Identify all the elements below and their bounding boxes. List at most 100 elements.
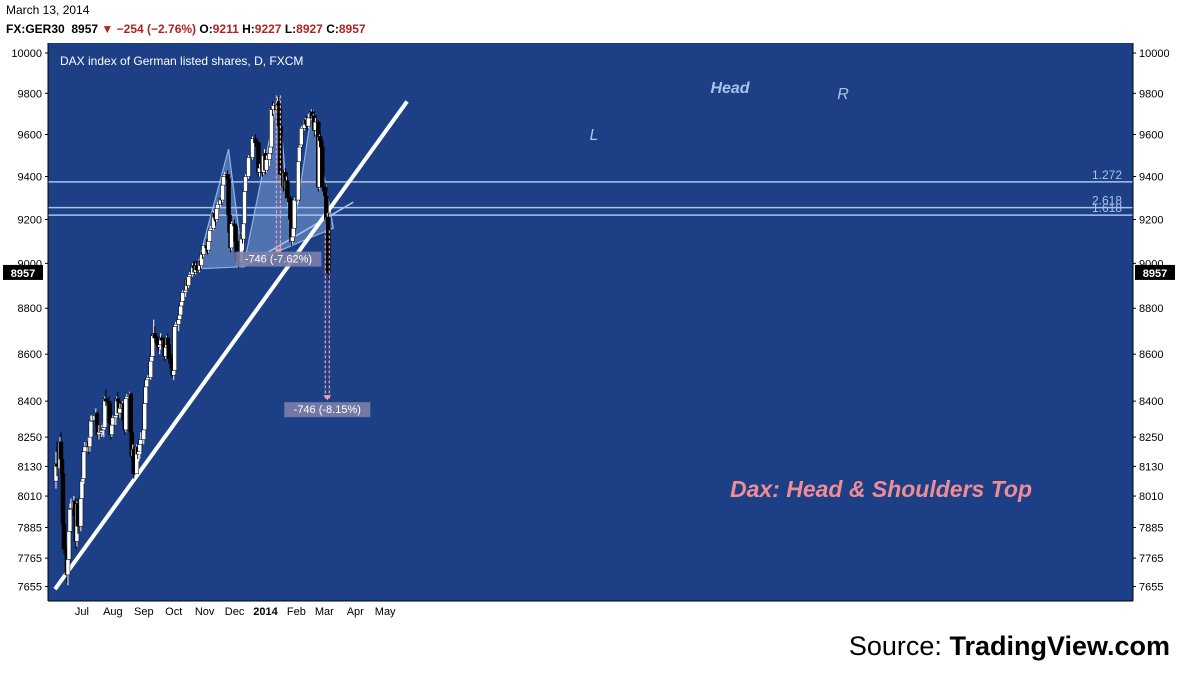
bearish-candle [253, 138, 258, 144]
bullish-candle [82, 446, 88, 452]
bearish-candle [226, 178, 231, 216]
fib-label: 2.618 [1092, 194, 1122, 208]
last-price: 8957 [71, 22, 99, 36]
close-value: 8957 [338, 22, 366, 36]
source-name: TradingView.com [949, 631, 1170, 661]
x-tick-label: 2014 [253, 606, 278, 618]
bullish-candle [250, 138, 255, 158]
bullish-candle [180, 292, 185, 302]
y-tick-label-right: 10000 [1139, 48, 1170, 60]
y-tick-label-right: 9200 [1139, 214, 1163, 226]
bullish-candle [78, 498, 84, 527]
y-tick-label-right: 8600 [1139, 349, 1163, 361]
bullish-candle [142, 403, 148, 431]
bearish-candle [326, 216, 331, 274]
price-tag-left-text: 8957 [11, 268, 35, 280]
bullish-candle [299, 127, 304, 146]
bullish-candle [264, 159, 269, 171]
plot-area[interactable] [48, 43, 1133, 601]
bullish-candle [220, 184, 225, 201]
bullish-candle [296, 161, 301, 201]
bullish-candle [297, 146, 302, 162]
bearish-candle [103, 398, 109, 402]
fib-label: 1.272 [1092, 168, 1122, 182]
bearish-candle [152, 333, 157, 339]
open-label: O: [199, 22, 213, 36]
bullish-candle [241, 223, 246, 240]
bullish-candle [172, 326, 177, 371]
high-label: H: [242, 22, 255, 36]
x-tick-label: Nov [195, 606, 215, 618]
bullish-candle [292, 199, 297, 229]
bearish-candle [233, 225, 238, 242]
bullish-candle [246, 157, 251, 177]
down-arrow-icon: ▼ [101, 22, 114, 36]
x-tick-label: Apr [347, 606, 364, 618]
low-label: L: [284, 22, 297, 36]
low-value: 8927 [296, 22, 323, 36]
bearish-candle [288, 197, 293, 220]
y-tick-label-right: 9400 [1139, 172, 1163, 184]
price-tag-left [3, 264, 43, 280]
y-tick-label-right: 8010 [1139, 491, 1163, 503]
bullish-candle [124, 396, 130, 400]
x-tick-label: May [375, 606, 396, 618]
y-tick-label-right: 7885 [1139, 522, 1163, 534]
bullish-candle [215, 204, 220, 209]
y-tick-label-left: 9800 [18, 88, 42, 100]
fib-label: 1.618 [1092, 201, 1122, 215]
bullish-candle [138, 439, 144, 445]
bullish-candle [243, 176, 248, 192]
x-tick-label: Jul [75, 606, 89, 618]
measure-arrow-icon [323, 395, 332, 401]
x-tick-label: Sep [134, 606, 154, 618]
y-tick-label-right: 8130 [1139, 461, 1163, 473]
y-tick-label-left: 9200 [18, 214, 42, 226]
bullish-candle [96, 432, 102, 435]
price-tag-right-text: 8957 [1143, 268, 1167, 280]
bullish-candle [242, 191, 247, 225]
close-label: C: [326, 22, 339, 36]
bullish-candle [110, 417, 116, 426]
symbol[interactable]: FX:GER30 [6, 22, 65, 36]
bearish-candle [285, 180, 290, 199]
uptrend-line [53, 100, 409, 591]
y-tick-label-left: 8130 [18, 461, 42, 473]
y-tick-label-left: 9600 [18, 129, 42, 141]
y-tick-label-left: 10000 [11, 48, 42, 60]
y-tick-label-left: 8250 [18, 432, 42, 444]
y-tick-label-left: 7655 [18, 582, 42, 594]
x-tick-label: Mar [315, 606, 334, 618]
y-tick-label-right: 9600 [1139, 129, 1163, 141]
bullish-candle [306, 117, 311, 127]
y-tick-label-left: 9400 [18, 172, 42, 184]
bearish-candle [128, 393, 134, 433]
price-tag-right [1135, 264, 1175, 280]
high-value: 9227 [254, 22, 282, 36]
bullish-candle [187, 274, 192, 277]
bearish-candle [166, 344, 171, 360]
y-tick-label-right: 9800 [1139, 88, 1163, 100]
y-tick-label-left: 7765 [18, 553, 42, 565]
y-tick-label-left: 8010 [18, 491, 42, 503]
bullish-candle [145, 377, 150, 381]
source-prefix: Source: [848, 631, 950, 661]
measure-label-box [235, 251, 322, 267]
bullish-candle [173, 323, 178, 327]
open-value: 9211 [212, 22, 239, 36]
measure-label: -746 (-8.15%) [294, 404, 361, 416]
left-shoulder-label: L [590, 127, 599, 144]
measure-arrow-icon [274, 248, 283, 254]
pattern-annotation: Dax: Head & Shoulders Top [730, 476, 1032, 502]
x-tick-label: Oct [165, 606, 182, 618]
bearish-candle [61, 523, 67, 550]
x-tick-label: Aug [103, 606, 123, 618]
bearish-candle [320, 146, 325, 188]
bullish-candle [89, 419, 95, 422]
head-label: Head [710, 80, 750, 97]
measure-label-box [284, 402, 371, 418]
bearish-candle [159, 337, 164, 341]
source-credit: Source: TradingView.com [849, 631, 1170, 662]
y-tick-label-right: 8800 [1139, 303, 1163, 315]
